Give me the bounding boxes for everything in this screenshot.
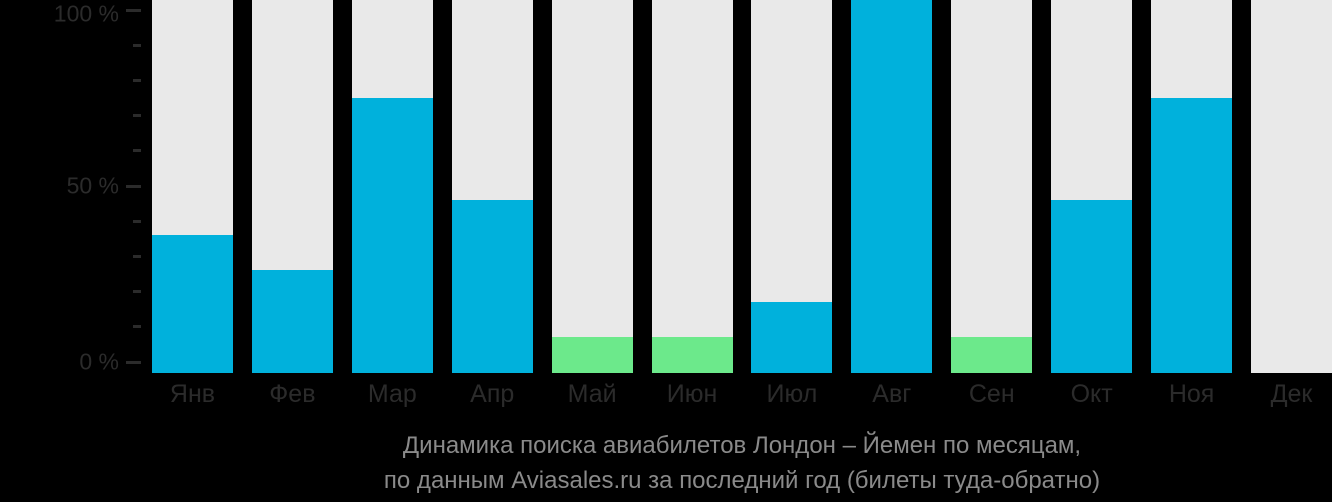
chart-subtitle: по данным Aviasales.ru за последний год … [383, 467, 1101, 494]
bar-column [1250, 0, 1332, 373]
chart-title: Динамика поиска авиабилетов Лондон – Йем… [402, 432, 1082, 459]
month-label: Дек [1270, 380, 1313, 408]
plot-area [152, 0, 1332, 373]
y-tick-minor [133, 114, 141, 118]
month-label: Апр [470, 380, 515, 408]
y-tick-minor [133, 149, 141, 153]
y-tick-minor [133, 254, 141, 258]
y-tick-major [126, 184, 141, 188]
month-label: Янв [169, 380, 216, 408]
bar-column [1051, 0, 1133, 373]
bar-fill [551, 337, 633, 373]
y-tick-major [126, 8, 141, 12]
bar-fill [152, 235, 233, 373]
bar-fill [251, 270, 333, 373]
y-axis-label: 100 % [53, 0, 119, 27]
bar-column [251, 0, 333, 373]
y-tick-major [126, 360, 141, 364]
month-label: Июн [666, 380, 718, 408]
month-label: Авг [872, 380, 912, 408]
month-label: Май [567, 380, 617, 408]
y-axis: 0 % 50 % 100 % [0, 0, 152, 375]
y-tick-minor [133, 325, 141, 329]
y-tick-minor [133, 43, 141, 47]
y-axis-label: 0 % [79, 348, 119, 375]
bar-column [451, 0, 533, 373]
month-label: Мар [367, 380, 417, 408]
x-axis-labels: Янв Фев Мар Апр Май Июн Июл Авг Сен Окт Ноя Дек [152, 377, 1332, 411]
bar-fill [351, 98, 433, 373]
y-axis-label: 50 % [66, 172, 119, 199]
bar-fill [751, 302, 833, 373]
y-tick-minor [133, 219, 141, 223]
month-label: Окт [1070, 380, 1113, 408]
month-label: Сен [968, 380, 1015, 408]
y-tick-minor [133, 290, 141, 294]
chart-caption: Динамика поиска авиабилетов Лондон – Йем… [152, 428, 1332, 498]
bar-column [651, 0, 733, 373]
bar-fill [1151, 98, 1233, 373]
bar-column [751, 0, 833, 373]
bar-fill [1051, 200, 1133, 373]
bar-column [851, 0, 933, 373]
month-label: Июл [766, 380, 818, 408]
y-tick-minor [133, 78, 141, 82]
bar-column [951, 0, 1033, 373]
bar-fill [851, 0, 933, 373]
bar-column [1151, 0, 1233, 373]
bar-fill [451, 200, 533, 373]
month-label: Фев [269, 380, 316, 408]
bar-column [351, 0, 433, 373]
bar-fill [951, 337, 1033, 373]
bar-column [152, 0, 233, 373]
month-label: Ноя [1168, 380, 1215, 408]
bar-fill [651, 337, 733, 373]
bar-column [551, 0, 633, 373]
